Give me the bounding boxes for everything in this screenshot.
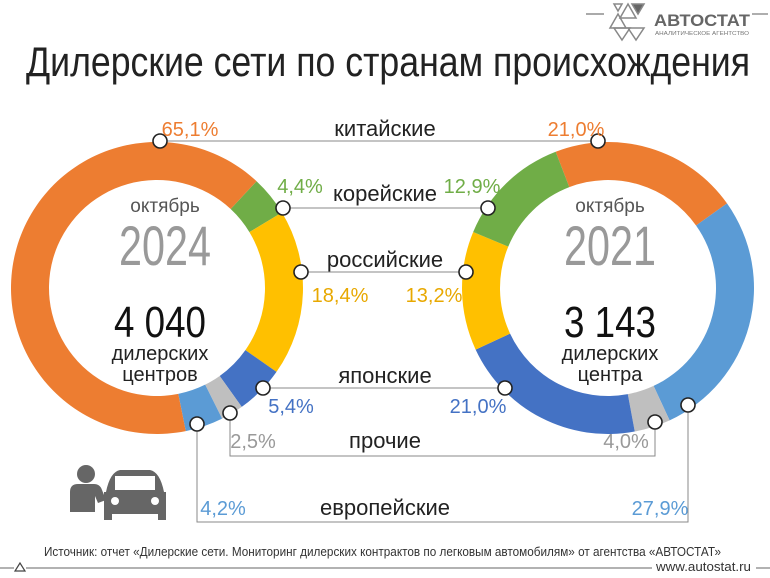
- site-link[interactable]: www.autostat.ru: [655, 559, 751, 574]
- total-label2-2024: центров: [122, 364, 197, 386]
- dot-russian-2021: [458, 264, 474, 280]
- label-other: прочие: [349, 428, 421, 453]
- value-japanese-2024: 5,4%: [268, 396, 314, 418]
- total-label1-2024: дилерских: [112, 343, 209, 365]
- logo-triangles-icon: [608, 2, 646, 42]
- donut-segment-2021-5: [473, 151, 570, 247]
- donut-segment-2021-1: [653, 203, 754, 421]
- connector-dots: [152, 133, 696, 432]
- label-korean: корейские: [333, 181, 437, 206]
- source-note: Источник: отчет «Дилерские сети. Монитор…: [44, 544, 721, 559]
- donut-segment-2021-3: [475, 333, 635, 434]
- value-european-2021: 27,9%: [632, 498, 689, 520]
- value-russian-2024: 18,4%: [312, 285, 369, 307]
- total-2024: 4 040: [114, 298, 206, 347]
- period-2024: октябрь: [130, 196, 200, 217]
- dot-chinese-2021: [590, 133, 606, 149]
- value-chinese-2024: 65,1%: [162, 119, 219, 141]
- dot-other-2024: [222, 405, 238, 421]
- warning-triangle-icon: [13, 561, 27, 572]
- dealer-car-icon: [70, 465, 166, 520]
- donut-chart-2021: [462, 142, 754, 434]
- total-2021: 3 143: [564, 298, 656, 347]
- dot-russian-2024: [293, 264, 309, 280]
- year-2021: 2021: [564, 214, 656, 277]
- label-japanese: японские: [338, 363, 431, 388]
- dot-chinese-2024: [152, 133, 168, 149]
- connector-lines: [160, 140, 689, 523]
- total-label1-2021: дилерских: [562, 343, 659, 365]
- value-other-2024: 2,5%: [230, 431, 276, 453]
- donut-segment-2024-0: [230, 181, 282, 233]
- donut-segment-2024-1: [245, 212, 303, 372]
- donut-segment-2021-4: [462, 231, 511, 350]
- label-russian: российские: [327, 247, 443, 272]
- value-european-2024: 4,2%: [200, 498, 246, 520]
- donut-segment-2024-4: [178, 384, 223, 432]
- total-label2-2021: центра: [578, 364, 644, 386]
- year-2024: 2024: [119, 214, 211, 277]
- value-other-2021: 4,0%: [603, 431, 649, 453]
- label-chinese: китайские: [334, 116, 435, 141]
- logo-tagline: АНАЛИТИЧЕСКОЕ АГЕНТСТВО: [655, 31, 750, 37]
- period-2021: октябрь: [575, 196, 645, 217]
- dot-korean-2021: [480, 200, 496, 216]
- donut-segment-2021-0: [555, 142, 728, 226]
- value-chinese-2021: 21,0%: [548, 119, 605, 141]
- value-korean-2024: 4,4%: [277, 176, 323, 198]
- label-european: европейские: [320, 495, 450, 520]
- dot-japanese-2021: [497, 380, 513, 396]
- donut-segment-2024-2: [219, 350, 277, 407]
- autostat-logo: АВТОСТАТ АНАЛИТИЧЕСКОЕ АГЕНТСТВО: [586, 2, 768, 42]
- value-russian-2021: 13,2%: [406, 285, 463, 307]
- dot-other-2021: [647, 414, 663, 430]
- logo-name: АВТОСТАТ: [654, 11, 751, 30]
- dot-japanese-2024: [255, 380, 271, 396]
- dot-european-2021: [680, 397, 696, 413]
- value-japanese-2021: 21,0%: [450, 396, 507, 418]
- donut-segment-2024-5: [11, 141, 257, 434]
- page-title: Дилерские сети по странам происхождения: [26, 38, 750, 85]
- donut-chart-2024: [11, 141, 303, 434]
- value-korean-2021: 12,9%: [444, 176, 501, 198]
- dot-european-2024: [189, 416, 205, 432]
- dot-korean-2024: [275, 200, 291, 216]
